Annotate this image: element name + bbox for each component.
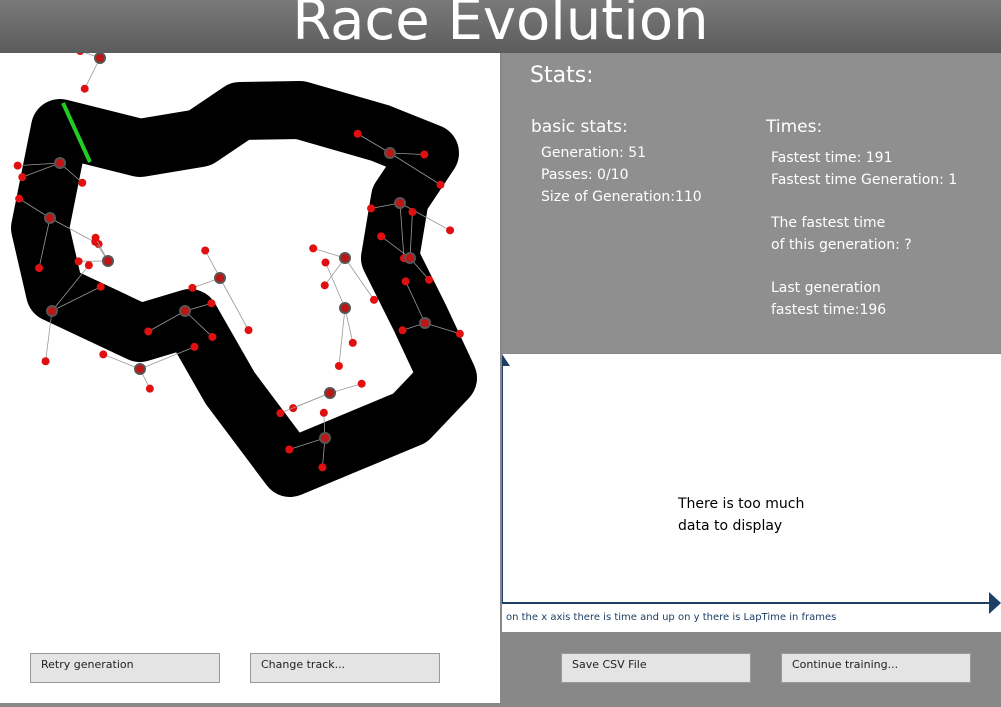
car <box>320 433 330 443</box>
car <box>135 364 145 374</box>
car <box>309 244 317 252</box>
car <box>349 339 357 347</box>
car <box>370 296 378 304</box>
car <box>76 53 84 55</box>
stat-line: The fastest time <box>771 212 957 234</box>
stat-line: Size of Generation:110 <box>541 186 702 208</box>
car <box>18 173 26 181</box>
stat-line: Fastest time: 191 <box>771 147 957 169</box>
car <box>85 261 93 269</box>
times-title: Times: <box>766 117 822 137</box>
stat-line: data to display <box>678 515 804 537</box>
car <box>405 253 415 263</box>
car <box>55 158 65 168</box>
car <box>45 213 55 223</box>
stat-line: Generation: 51 <box>541 142 702 164</box>
car <box>318 463 326 471</box>
car <box>201 246 209 254</box>
car <box>321 281 329 289</box>
graph-caption: on the x axis there is time and up on y … <box>506 612 836 623</box>
car <box>320 409 328 417</box>
sensor-ray <box>339 308 345 366</box>
car <box>146 385 154 393</box>
track-canvas <box>0 53 500 703</box>
car <box>322 259 330 267</box>
car <box>408 208 416 216</box>
car <box>14 162 22 170</box>
car <box>456 330 464 338</box>
stat-line: of this generation: ? <box>771 234 957 256</box>
car <box>402 277 410 285</box>
track-view: Retry generation Change track... <box>0 53 500 703</box>
y-arrow <box>502 354 510 366</box>
car <box>245 326 253 334</box>
car <box>335 362 343 370</box>
car <box>95 53 105 63</box>
car <box>358 380 366 388</box>
stat-line: Passes: 0/10 <box>541 164 702 186</box>
car <box>42 357 50 365</box>
car <box>215 273 225 283</box>
basic-title: basic stats: <box>531 117 628 137</box>
continue-button[interactable]: Continue training... <box>781 653 971 683</box>
stat-line: There is too much <box>678 493 804 515</box>
car <box>180 306 190 316</box>
stat-line: Last generation <box>771 277 957 299</box>
car <box>420 151 428 159</box>
car <box>188 284 196 292</box>
car <box>190 343 198 351</box>
car <box>75 257 83 265</box>
title: Race Evolution <box>0 0 1001 53</box>
car <box>97 283 105 291</box>
car <box>446 226 454 234</box>
car <box>325 388 335 398</box>
car <box>144 327 152 335</box>
car <box>35 264 43 272</box>
retry-button[interactable]: Retry generation <box>30 653 220 683</box>
car <box>47 306 57 316</box>
car <box>15 195 23 203</box>
car <box>395 198 405 208</box>
car <box>340 303 350 313</box>
car <box>385 148 395 158</box>
stat-line: Fastest time Generation: 1 <box>771 169 957 191</box>
car <box>276 409 284 417</box>
change-track-button[interactable]: Change track... <box>250 653 440 683</box>
car <box>367 204 375 212</box>
stats-title: Stats: <box>530 63 594 88</box>
car <box>377 232 385 240</box>
car <box>399 326 407 334</box>
header: Race Evolution <box>0 0 1001 53</box>
x-arrow <box>989 592 1001 614</box>
car <box>340 253 350 263</box>
car <box>92 234 100 242</box>
car <box>78 179 86 187</box>
car <box>81 85 89 93</box>
car <box>285 445 293 453</box>
car <box>354 130 362 138</box>
stat-line: fastest time:196 <box>771 299 957 321</box>
car <box>425 276 433 284</box>
car <box>420 318 430 328</box>
car <box>103 256 113 266</box>
car <box>99 350 107 358</box>
car <box>208 333 216 341</box>
save-csv-button[interactable]: Save CSV File <box>561 653 751 683</box>
car <box>436 181 444 189</box>
car <box>207 299 215 307</box>
